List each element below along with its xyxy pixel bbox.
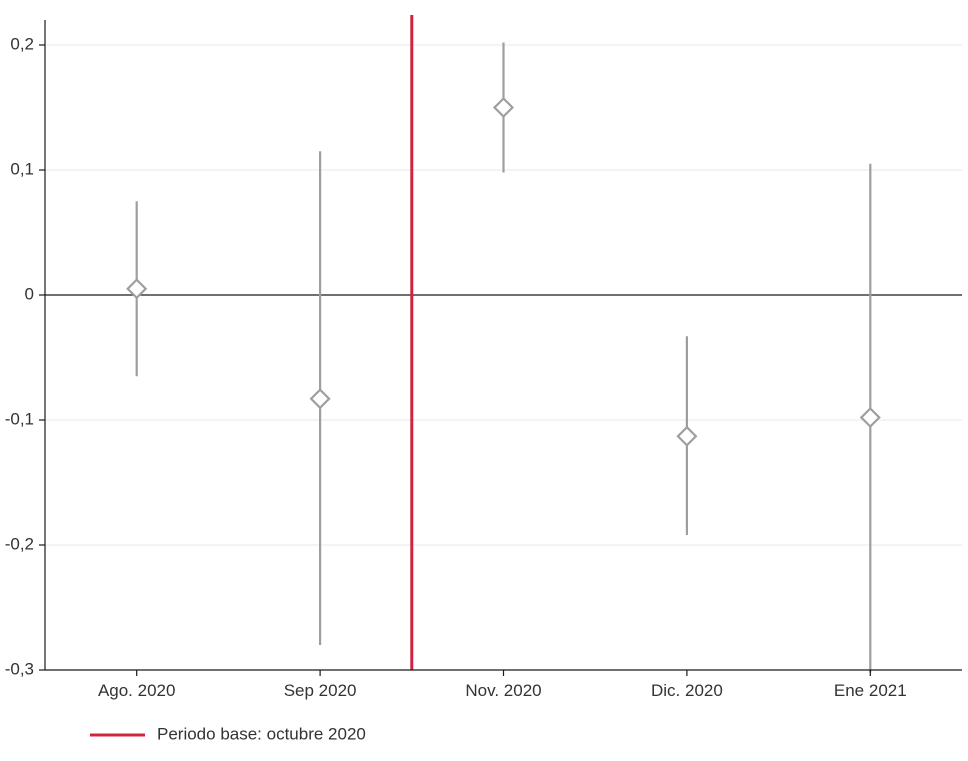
event-study-chart: -0,3 -0,2 -0,1 0 0,1 0,2 Ago. 2020 Sep 2020 Nov.… xyxy=(0,0,968,761)
x-tick-label: Ene 2021 xyxy=(834,681,907,700)
y-tick-label: 0,1 xyxy=(10,159,34,178)
y-tick-label: 0 xyxy=(25,284,34,303)
x-tick-label: Dic. 2020 xyxy=(651,681,723,700)
chart-svg: -0,3 -0,2 -0,1 0 0,1 0,2 Ago. 2020 Sep 2020 Nov.… xyxy=(0,0,968,761)
x-tick-label: Nov. 2020 xyxy=(465,681,541,700)
y-tick-label: -0,3 xyxy=(5,659,34,678)
legend-label: Periodo base: octubre 2020 xyxy=(157,724,366,743)
y-tick-label: 0,2 xyxy=(10,34,34,53)
x-tick-label: Sep 2020 xyxy=(284,681,357,700)
x-tick-label: Ago. 2020 xyxy=(98,681,176,700)
y-tick-label: -0,2 xyxy=(5,534,34,553)
y-tick-label: -0,1 xyxy=(5,409,34,428)
chart-background xyxy=(0,0,968,761)
